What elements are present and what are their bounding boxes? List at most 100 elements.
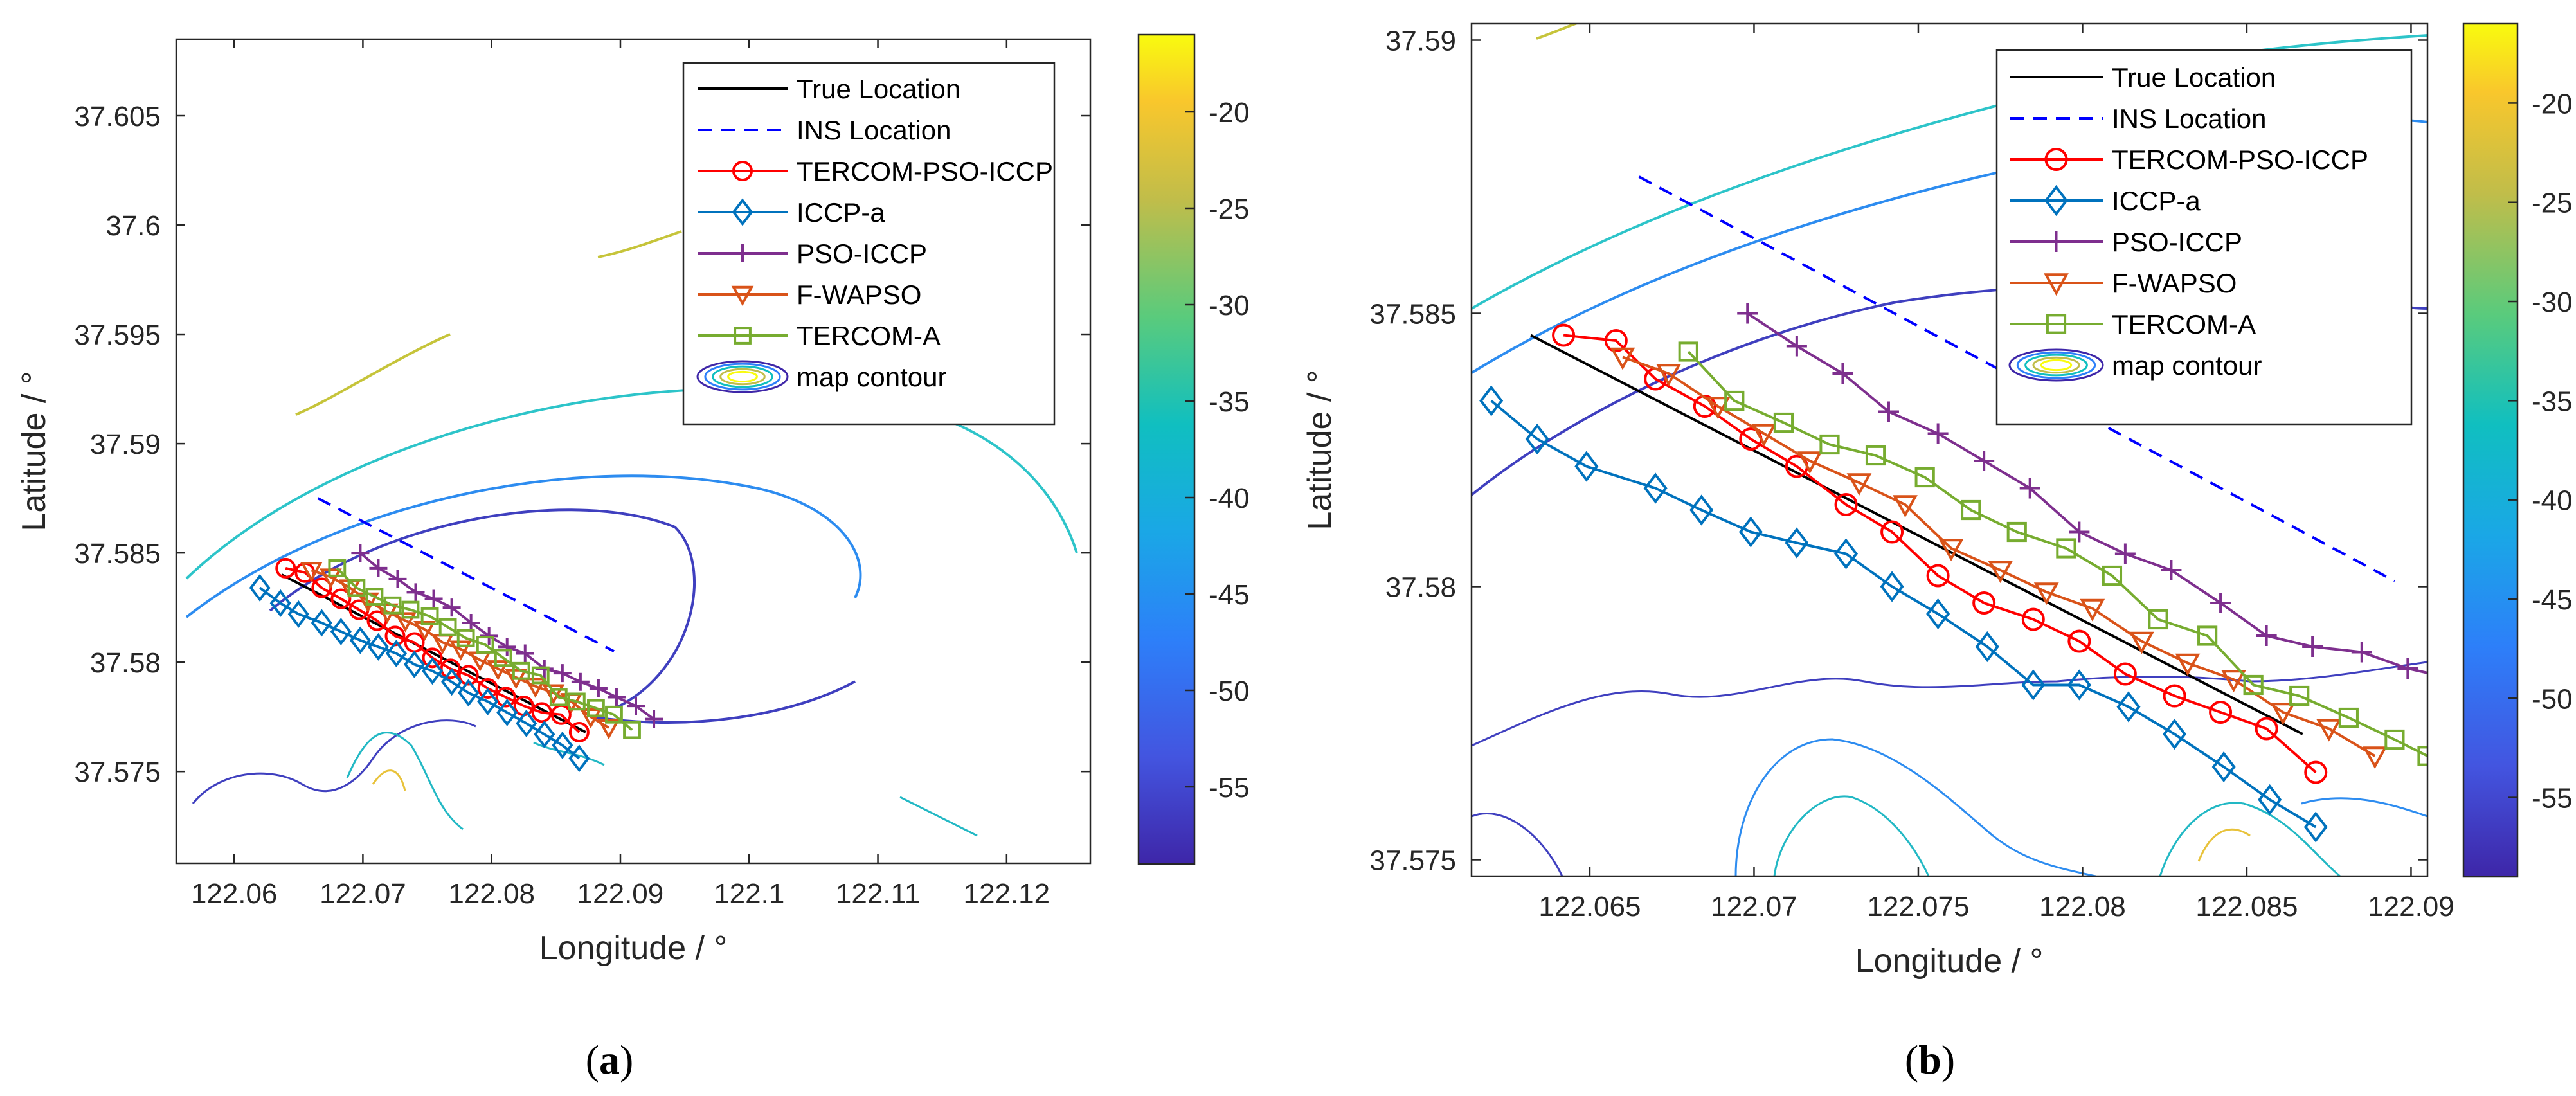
data-point-f-wapso	[1846, 473, 1872, 496]
x-tick-label: 122.075	[1867, 891, 1969, 922]
legend-marker	[732, 198, 753, 226]
legend-marker	[731, 285, 754, 307]
data-point-f-wapso	[487, 660, 510, 681]
caption-b-letter: b	[1918, 1037, 1941, 1083]
data-point-tercom-a	[531, 666, 550, 685]
legend-label: ICCP-a	[2112, 186, 2201, 216]
series-line-iccp-a	[259, 586, 581, 760]
data-point-tercom-pso-iccp	[1972, 591, 1996, 615]
series-pso-iccp	[351, 544, 663, 728]
legend-label: map contour	[797, 362, 946, 392]
legend-contour-glyph	[2032, 356, 2080, 374]
colorbar-tick-label: -50	[2532, 683, 2573, 715]
data-point-tercom-pso-iccp	[2255, 717, 2278, 741]
x-tick-label: 122.12	[964, 878, 1050, 910]
data-point-tercom-a	[1724, 390, 1745, 411]
legend-label: True Location	[797, 74, 960, 104]
data-point-iccp-a	[441, 668, 463, 696]
contour-line	[597, 230, 682, 258]
data-point-tercom-a	[456, 629, 475, 647]
y-tick-label: 37.59	[90, 429, 161, 460]
legend-label: ICCP-a	[797, 197, 885, 228]
data-point-tercom-pso-iccp	[458, 665, 479, 686]
data-point-pso-iccp	[369, 559, 388, 577]
x-tick-label: 122.08	[2039, 891, 2126, 922]
colorbar-tick-label: -40	[2532, 485, 2573, 517]
legend-marker	[2046, 231, 2067, 252]
data-point-pso-iccp	[462, 613, 480, 632]
data-point-tercom-a	[383, 596, 402, 615]
series-line-ins-location	[317, 497, 615, 652]
colorbar-tick-label: -50	[1209, 676, 1250, 707]
data-point-f-wapso	[579, 708, 602, 729]
data-point-tercom-a	[2102, 565, 2123, 586]
data-point-tercom-a	[2197, 625, 2218, 646]
colorbar-tick-label: -40	[1209, 483, 1250, 514]
series-iccp-a	[1479, 385, 2328, 843]
panel-a-frame	[175, 38, 1092, 865]
panel-b-colorbar: -20 -25 -30 -35 -40 -45 -50 -55	[2462, 22, 2573, 878]
x-tick-label: 122.09	[577, 878, 664, 910]
series-ins-location	[317, 497, 615, 652]
data-point-iccp-a	[552, 731, 573, 759]
legend-marker	[2044, 184, 2069, 217]
x-tick-label: 122.065	[1538, 891, 1641, 922]
data-point-f-wapso	[2362, 746, 2388, 769]
data-point-iccp-a	[516, 709, 537, 737]
legend-marker	[734, 327, 752, 345]
data-point-f-wapso	[1751, 424, 1777, 447]
panel-b-y-axis-label: Latitude / °	[1301, 370, 1338, 530]
data-point-pso-iccp	[1737, 303, 1758, 324]
data-point-iccp-a	[1975, 631, 1999, 663]
legend-label: PSO-ICCP	[797, 238, 927, 269]
data-point-f-wapso	[1893, 495, 1918, 518]
colorbar-ticks: -20 -25 -30 -35 -40 -45 -50 -55	[1185, 97, 1250, 804]
data-point-pso-iccp	[2256, 625, 2277, 646]
y-tick-label: 37.585	[74, 538, 161, 570]
series-line-f-wapso	[1622, 355, 2376, 757]
data-point-tercom-a	[1961, 499, 1981, 521]
caption-a-letter: a	[599, 1037, 620, 1083]
data-point-pso-iccp	[589, 679, 608, 697]
legend-label: INS Location	[797, 115, 951, 145]
x-tick-label: 122.11	[836, 878, 920, 910]
legend-item-ins-location: INS Location	[2010, 103, 2266, 134]
data-point-tercom-a	[1678, 341, 1698, 362]
legend-item-pso-iccp: PSO-ICCP	[698, 238, 927, 269]
colorbar-tick-label: -45	[1209, 579, 1250, 611]
legend-contour-glyph	[2008, 348, 2104, 382]
data-point-tercom-a	[623, 721, 641, 739]
data-point-pso-iccp	[498, 638, 516, 656]
data-point-tercom-a	[1914, 467, 1935, 488]
data-point-pso-iccp	[2114, 543, 2136, 564]
data-point-tercom-a	[512, 661, 530, 680]
data-point-tercom-a	[494, 649, 512, 667]
contour-line	[372, 769, 406, 791]
data-point-pso-iccp	[351, 544, 370, 562]
data-point-tercom-pso-iccp	[495, 687, 516, 708]
legend-label: TERCOM-A	[2112, 309, 2256, 339]
colorbar-tick-label: -35	[1209, 386, 1250, 418]
data-point-iccp-a	[367, 633, 389, 661]
series-line-true-location	[1530, 334, 2303, 735]
data-point-tercom-pso-iccp	[1834, 493, 1858, 516]
legend-contour-glyph	[2024, 354, 2088, 377]
data-point-iccp-a	[1738, 516, 1763, 548]
series-tercom-a	[328, 559, 641, 739]
data-point-f-wapso	[524, 678, 547, 698]
legend-item-tercom-pso-iccp: TERCOM-PSO-ICCP	[2010, 145, 2368, 175]
data-point-iccp-a	[287, 600, 309, 628]
contour-line	[295, 333, 451, 416]
contour-line	[1773, 795, 1930, 876]
panel-a-y-axis-label: Latitude / °	[15, 371, 53, 531]
data-point-f-wapso	[2175, 653, 2201, 676]
legend-item-pso-iccp: PSO-ICCP	[2010, 227, 2242, 257]
panel-b: 122.065 122.07 122.075 122.08 122.085 122.09 3…	[1301, 22, 2573, 980]
x-tick-label: 122.1	[714, 878, 784, 910]
data-point-tercom-a	[2006, 521, 2027, 543]
panel-b-legend: True Location INS Location TERCOM-PSO-ICCP…	[1995, 49, 2413, 426]
panel-a-x-axis-label: Longitude / °	[539, 930, 728, 967]
legend-item-f-wapso: F-WAPSO	[2010, 268, 2237, 298]
series-line-iccp-a	[1490, 399, 2317, 829]
data-point-tercom-a	[420, 607, 439, 625]
